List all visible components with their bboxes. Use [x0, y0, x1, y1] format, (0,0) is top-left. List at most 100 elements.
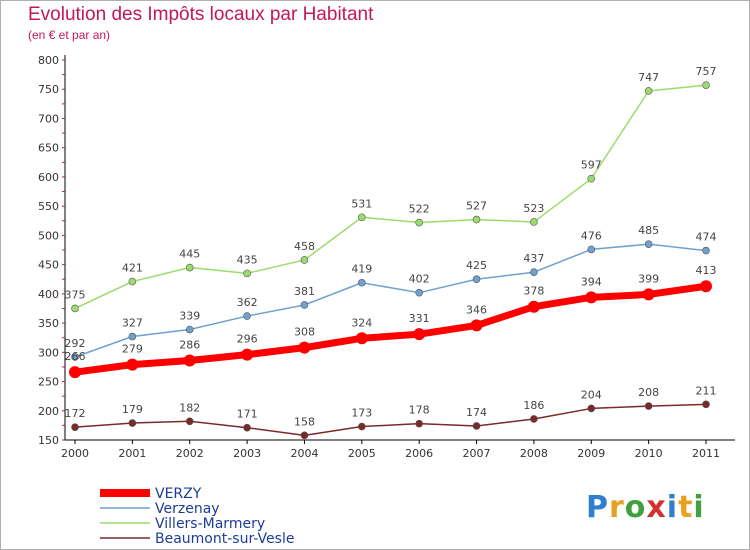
data-point-villers-marmery — [243, 269, 251, 278]
x-tick-label: 2010 — [635, 447, 663, 460]
data-label-verzy: 378 — [523, 285, 544, 298]
data-point-verzy — [355, 332, 368, 345]
data-point-verzy — [69, 366, 81, 379]
data-point-villers-marmery — [587, 174, 596, 183]
data-label-verzenay: 381 — [294, 285, 315, 298]
legend-label-villers-marmery: Villers-Marmery — [155, 516, 265, 532]
data-label-beaumont-sur-vesle: 178 — [409, 404, 430, 417]
data-label-villers-marmery: 523 — [523, 202, 544, 215]
data-label-villers-marmery: 531 — [351, 197, 372, 210]
data-point-beaumont-sur-vesle — [644, 402, 653, 410]
legend-label-beaumont-sur-vesle: Beaumont-sur-Vesle — [155, 531, 294, 547]
data-label-verzenay: 292 — [65, 337, 86, 350]
y-tick-label: 700 — [38, 112, 59, 125]
data-label-verzenay: 485 — [638, 224, 659, 237]
data-point-villers-marmery — [358, 213, 366, 222]
data-point-villers-marmery — [415, 218, 423, 227]
x-tick-label: 2000 — [61, 447, 89, 460]
data-point-verzenay — [185, 325, 194, 334]
data-label-beaumont-sur-vesle: 173 — [351, 407, 372, 420]
x-tick-label: 2005 — [348, 447, 376, 460]
data-label-villers-marmery: 375 — [65, 288, 86, 301]
data-point-villers-marmery — [472, 215, 481, 224]
data-label-villers-marmery: 747 — [638, 71, 659, 84]
data-label-beaumont-sur-vesle: 171 — [237, 408, 258, 421]
data-label-verzy: 279 — [122, 343, 143, 356]
series-line-villers-marmery — [74, 84, 707, 310]
y-tick-label: 500 — [38, 229, 59, 242]
data-point-verzenay — [587, 245, 596, 254]
data-label-verzy: 286 — [179, 338, 200, 351]
chart-subtitle: (en € et par an) — [28, 28, 111, 42]
data-point-verzy — [700, 280, 712, 293]
data-point-villers-marmery — [530, 218, 538, 226]
data-point-verzenay — [300, 301, 309, 309]
data-point-verzenay — [702, 246, 710, 255]
data-point-verzy — [642, 288, 655, 301]
data-label-beaumont-sur-vesle: 208 — [638, 386, 659, 399]
data-label-villers-marmery: 597 — [581, 159, 602, 172]
y-tick-label: 400 — [38, 288, 59, 301]
data-point-verzenay — [472, 275, 481, 284]
data-label-beaumont-sur-vesle: 204 — [581, 388, 602, 401]
data-point-beaumont-sur-vesle — [358, 422, 366, 431]
data-label-beaumont-sur-vesle: 174 — [466, 406, 487, 419]
data-label-verzenay: 402 — [409, 273, 430, 286]
data-label-verzy: 266 — [65, 350, 86, 363]
data-label-beaumont-sur-vesle: 158 — [294, 415, 315, 428]
x-tick-label: 2008 — [520, 447, 548, 460]
x-tick-label: 2007 — [463, 447, 491, 460]
data-point-verzenay — [644, 240, 653, 248]
data-label-beaumont-sur-vesle: 211 — [696, 384, 717, 397]
data-label-beaumont-sur-vesle: 179 — [122, 403, 143, 416]
data-label-beaumont-sur-vesle: 182 — [179, 401, 200, 414]
data-point-verzy — [527, 300, 540, 313]
x-tick-label: 2004 — [290, 447, 318, 460]
data-label-verzy: 413 — [696, 264, 717, 277]
x-tick-label: 2003 — [233, 447, 261, 460]
data-point-beaumont-sur-vesle — [243, 423, 251, 432]
x-tick-label: 2006 — [405, 447, 433, 460]
x-tick-label: 2001 — [118, 447, 146, 460]
y-tick-label: 300 — [38, 346, 59, 359]
data-point-villers-marmery — [128, 277, 137, 286]
x-tick-label: 2009 — [577, 447, 605, 460]
data-label-verzy: 331 — [409, 312, 430, 325]
data-label-villers-marmery: 445 — [179, 248, 200, 261]
data-label-verzy: 346 — [466, 303, 487, 316]
data-label-villers-marmery: 527 — [466, 200, 487, 213]
data-label-verzenay: 474 — [696, 231, 717, 244]
y-tick-label: 250 — [38, 376, 59, 389]
data-point-villers-marmery — [300, 256, 309, 264]
series-line-beaumont-sur-vesle — [74, 403, 707, 437]
data-point-beaumont-sur-vesle — [71, 423, 79, 431]
data-point-beaumont-sur-vesle — [300, 431, 309, 440]
data-point-verzenay — [530, 268, 538, 277]
data-point-verzy — [126, 358, 139, 371]
data-label-verzenay: 476 — [581, 229, 602, 242]
data-point-verzy — [298, 341, 311, 354]
data-point-beaumont-sur-vesle — [472, 422, 481, 430]
data-point-verzy — [470, 319, 483, 332]
y-tick-label: 350 — [38, 317, 59, 330]
series-line-verzenay — [74, 243, 707, 358]
data-point-verzenay — [415, 288, 423, 297]
data-point-verzenay — [128, 332, 137, 341]
data-point-beaumont-sur-vesle — [587, 404, 596, 413]
data-point-villers-marmery — [71, 304, 79, 313]
data-point-verzy — [241, 348, 254, 361]
data-label-villers-marmery: 435 — [237, 253, 258, 266]
data-label-verzy: 324 — [351, 316, 372, 329]
data-label-verzy: 394 — [581, 275, 602, 288]
data-label-verzenay: 339 — [179, 310, 200, 323]
data-label-verzenay: 327 — [122, 317, 143, 330]
data-point-beaumont-sur-vesle — [530, 415, 538, 423]
data-label-verzenay: 425 — [466, 259, 487, 272]
data-point-verzenay — [243, 312, 251, 320]
data-label-verzenay: 437 — [523, 252, 544, 265]
data-label-beaumont-sur-vesle: 186 — [523, 399, 544, 412]
y-tick-label: 450 — [38, 259, 59, 272]
y-tick-label: 200 — [38, 405, 59, 418]
